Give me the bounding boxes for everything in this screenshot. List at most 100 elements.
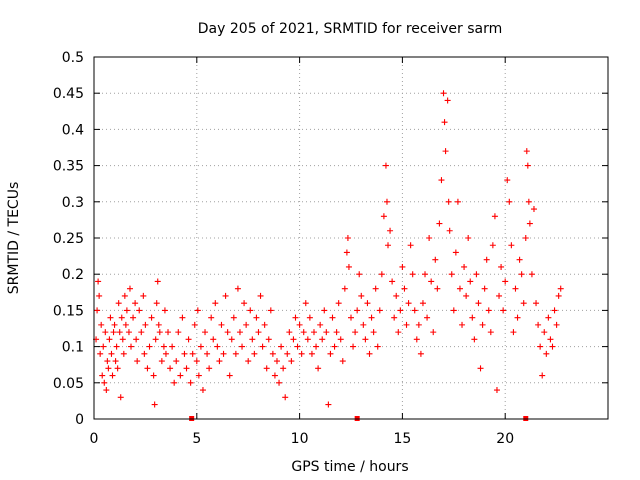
y-tick-label: 0 [75, 412, 84, 428]
data-point [426, 235, 433, 241]
data-point [204, 350, 211, 357]
data-point [512, 285, 519, 292]
grid-lines [94, 57, 608, 419]
data-point [393, 292, 400, 299]
data-point [128, 343, 135, 350]
data-point [189, 350, 196, 357]
data-point [370, 329, 377, 336]
data-point [475, 300, 482, 307]
data-point [479, 321, 486, 328]
data-point [489, 242, 496, 249]
data-point [151, 401, 158, 408]
data-point [267, 307, 274, 314]
data-point [278, 343, 285, 350]
data-point [409, 271, 416, 278]
axis-ticks: 0 0.05 0.1 0.15 0.2 0.25 0.3 0.35 0.4 0.45 0.5 0 5 10… [53, 50, 608, 447]
chart-title: Day 205 of 2021, SRMTID for receiver sar… [198, 21, 502, 37]
data-point [125, 329, 132, 336]
data-point [391, 314, 398, 321]
data-point [354, 307, 361, 314]
data-point [236, 329, 243, 336]
data-point [171, 379, 178, 386]
data-point [98, 321, 105, 328]
data-point [284, 350, 291, 357]
data-point [452, 249, 459, 256]
data-point [175, 329, 182, 336]
data-point [417, 350, 424, 357]
data-point [136, 307, 143, 314]
data-point [249, 336, 256, 343]
data-point [96, 292, 103, 299]
data-point [162, 350, 169, 357]
data-point [415, 321, 422, 328]
data-point [99, 372, 106, 379]
data-point [117, 394, 124, 401]
data-point [465, 235, 472, 241]
data-point [524, 162, 531, 169]
data-point [514, 314, 521, 321]
data-point [539, 372, 546, 379]
data-point [405, 300, 412, 307]
data-point [523, 148, 530, 155]
data-point [141, 350, 148, 357]
data-point [119, 336, 126, 343]
data-point [161, 307, 168, 314]
data-point [387, 227, 394, 234]
data-point [304, 336, 311, 343]
data-point [134, 358, 141, 365]
data-point [485, 307, 492, 314]
data-point [500, 307, 507, 314]
data-point [473, 271, 480, 278]
data-point [504, 177, 511, 184]
data-point [526, 220, 533, 227]
data-point [510, 329, 517, 336]
data-point [140, 292, 147, 299]
data-point [498, 263, 505, 270]
data-point [337, 336, 344, 343]
data-point [120, 350, 127, 357]
data-point [438, 177, 445, 184]
data-point [319, 336, 326, 343]
data-point [234, 285, 241, 292]
data-point [255, 329, 262, 336]
data-point [422, 271, 429, 278]
data-point [251, 350, 258, 357]
data-point [115, 300, 122, 307]
data-point [444, 97, 451, 104]
data-point [555, 292, 562, 299]
data-point [310, 329, 317, 336]
data-point [296, 321, 303, 328]
data-point [144, 365, 151, 372]
data-point [150, 372, 157, 379]
data-point [241, 300, 248, 307]
data-point [138, 329, 145, 336]
data-point [218, 321, 225, 328]
data-point [165, 329, 172, 336]
data-point [493, 387, 500, 394]
data-point [432, 256, 439, 263]
data-point [329, 314, 336, 321]
data-point [216, 358, 223, 365]
data-point [173, 358, 180, 365]
data-point [276, 379, 283, 386]
data-point [411, 307, 418, 314]
data-point [106, 336, 113, 343]
data-point [222, 292, 229, 299]
data-point [160, 343, 167, 350]
data-point [232, 350, 239, 357]
data-point [300, 329, 307, 336]
data-point [395, 329, 402, 336]
data-point [183, 365, 190, 372]
data-point [298, 350, 305, 357]
data-point [288, 358, 295, 365]
data-point [380, 213, 387, 220]
data-point [345, 263, 352, 270]
data-point [191, 321, 198, 328]
data-point [146, 343, 153, 350]
data-point [253, 314, 260, 321]
data-point [292, 314, 299, 321]
data-point [126, 285, 133, 292]
data-point [228, 336, 235, 343]
data-point [397, 307, 404, 314]
data-point [280, 365, 287, 372]
